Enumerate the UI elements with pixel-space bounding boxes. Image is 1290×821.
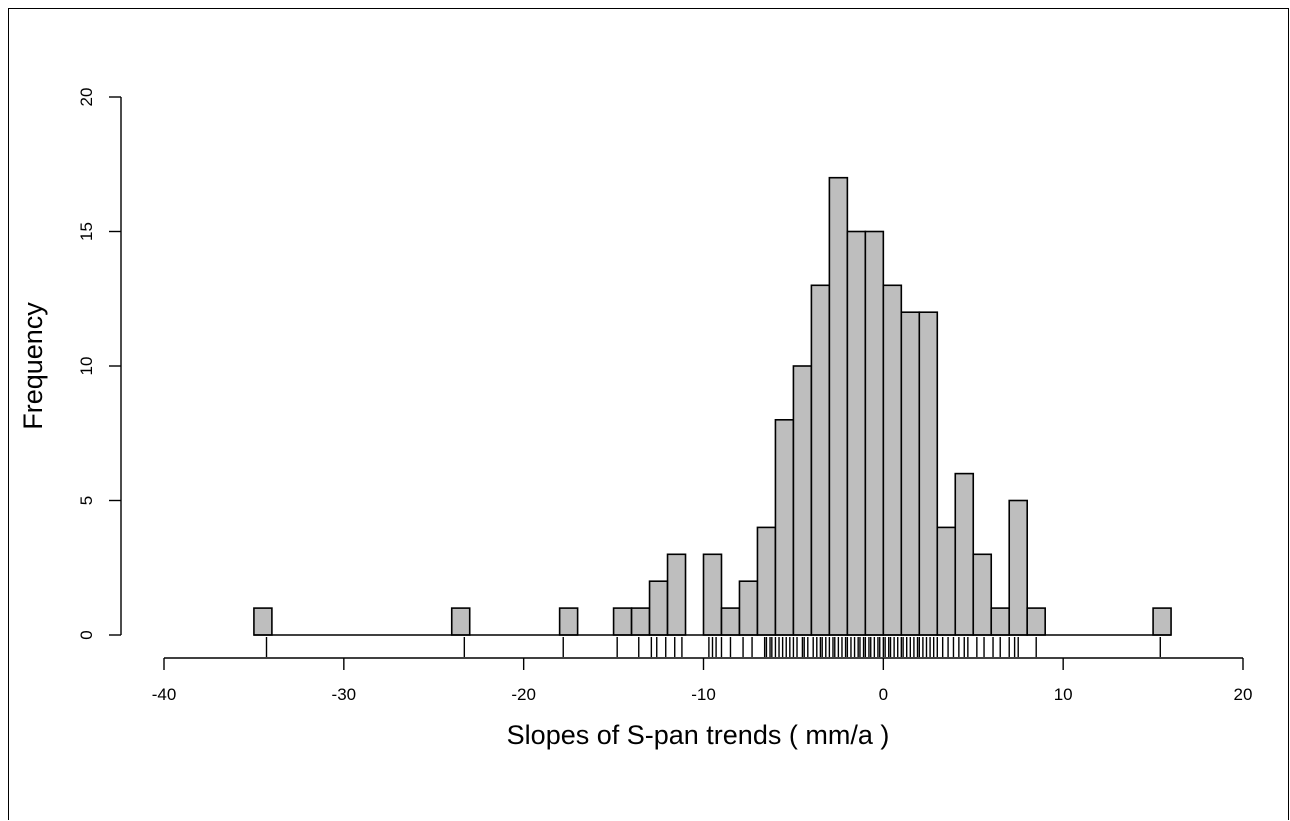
y-tick-label: 10 (77, 357, 96, 376)
histogram-bar (792, 365, 813, 636)
x-tick-label: 10 (1054, 685, 1073, 704)
histogram-bar (810, 284, 831, 636)
histogram-bar (756, 526, 777, 636)
y-axis: 0 5 10 15 20 (77, 88, 122, 640)
x-tick-label: -40 (152, 685, 177, 704)
histogram-bar (666, 553, 687, 636)
histogram-bar (1008, 499, 1029, 636)
histogram-bar (882, 284, 903, 636)
x-tick-label: -30 (332, 685, 357, 704)
histogram-bar (774, 418, 795, 636)
x-tick-label: 0 (879, 685, 888, 704)
histogram-bar (702, 553, 723, 636)
histogram-bar (864, 230, 885, 636)
x-axis-title: Slopes of S-pan trends ( mm/a ) (507, 720, 890, 750)
plot-frame (8, 8, 1289, 820)
histogram-bar (558, 607, 579, 636)
y-axis-title: Frequency (18, 302, 48, 430)
histogram-bar (612, 607, 633, 636)
histogram-bar (900, 311, 921, 636)
y-tick-label: 5 (77, 496, 96, 505)
x-tick-label: -10 (691, 685, 716, 704)
y-tick-label: 0 (77, 630, 96, 639)
x-axis: -40 -30 -20 -10 0 10 20 (152, 657, 1253, 704)
histogram-bar (738, 580, 759, 636)
histogram-bar (720, 607, 741, 636)
x-tick-label: 20 (1234, 685, 1253, 704)
histogram-bar (846, 230, 867, 636)
histogram-bar (648, 580, 669, 636)
histogram-bar (630, 607, 651, 636)
histogram-bar (936, 526, 957, 636)
histogram-bar (972, 553, 993, 636)
histogram-bar (253, 607, 273, 636)
rug-group (265, 637, 1161, 657)
histogram-bar (450, 607, 471, 636)
y-tick-label: 20 (77, 88, 96, 107)
x-tick-label: -20 (511, 685, 536, 704)
histogram-bar (828, 176, 849, 636)
histogram-bar (1152, 607, 1172, 636)
y-tick-label: 15 (77, 222, 96, 241)
histogram-bar (954, 472, 975, 636)
histogram-bar (1026, 607, 1046, 636)
histogram-bar (918, 311, 939, 636)
histogram-bar (990, 607, 1011, 636)
bars-group (253, 176, 1172, 636)
